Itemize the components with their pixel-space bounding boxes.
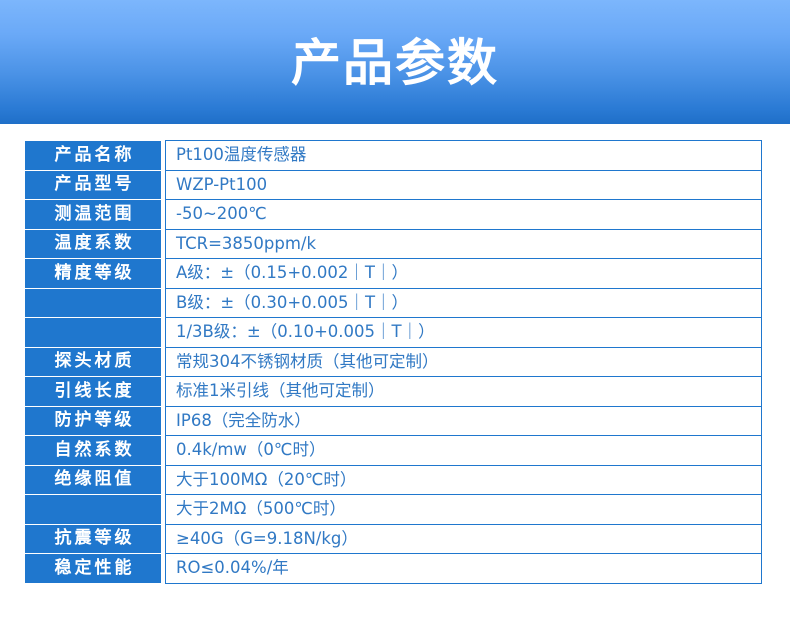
spec-row: 精度等级 A级：±（0.15+0.002｜T｜） <box>25 258 762 289</box>
spec-row: 大于2MΩ（500℃时） <box>25 494 762 525</box>
spec-row: 绝缘阻值 大于100MΩ（20℃时） <box>25 464 762 495</box>
spec-label-cell: 产品型号 <box>25 169 161 200</box>
spec-value-cell: 大于2MΩ（500℃时） <box>165 494 762 525</box>
spec-row: 稳定性能 RO≤0.04%/年 <box>25 553 762 584</box>
spec-label-cell: 产品名称 <box>25 140 161 171</box>
spec-label-cell: 防护等级 <box>25 405 161 436</box>
spec-value-cell: 大于100MΩ（20℃时） <box>165 464 762 495</box>
spec-value-cell: 0.4k/mw（0℃时） <box>165 435 762 466</box>
spec-table-body: 产品名称 Pt100温度传感器 产品型号 WZP-Pt100 测温范围 -50~200℃ 温… <box>25 140 762 584</box>
spec-column-gap <box>161 376 166 406</box>
spec-row: 测温范围 -50~200℃ <box>25 199 762 230</box>
spec-value-cell: WZP-Pt100 <box>165 169 762 200</box>
spec-label-cell: 温度系数 <box>25 228 161 259</box>
spec-value-cell: B级：±（0.30+0.005｜T｜） <box>165 287 762 318</box>
spec-label-cell-empty <box>25 287 161 318</box>
spec-value-cell: 1/3B级：±（0.10+0.005｜T｜） <box>165 317 762 348</box>
spec-label-cell: 绝缘阻值 <box>25 464 161 495</box>
spec-value-cell: -50~200℃ <box>165 199 762 230</box>
spec-label-cell: 抗震等级 <box>25 523 161 554</box>
spec-value-cell: TCR=3850ppm/k <box>165 228 762 259</box>
spec-column-gap <box>161 435 166 465</box>
spec-row: 温度系数 TCR=3850ppm/k <box>25 228 762 259</box>
spec-column-gap <box>161 258 166 288</box>
spec-value-cell: RO≤0.04%/年 <box>165 553 762 584</box>
spec-row: 1/3B级：±（0.10+0.005｜T｜） <box>25 317 762 348</box>
page-title: 产品参数 <box>291 34 499 92</box>
spec-column-gap <box>161 347 166 377</box>
spec-value-cell: A级：±（0.15+0.002｜T｜） <box>165 258 762 289</box>
spec-row: 自然系数 0.4k/mw（0℃时） <box>25 435 762 466</box>
spec-row: 抗震等级 ≥40G（G=9.18N/kg） <box>25 523 762 554</box>
spec-column-gap <box>161 229 166 259</box>
spec-value-cell: Pt100温度传感器 <box>165 140 762 171</box>
spec-column-gap <box>161 288 166 318</box>
spec-value-cell: 标准1米引线（其他可定制） <box>165 376 762 407</box>
spec-column-gap <box>161 317 166 347</box>
spec-label-cell-empty <box>25 317 161 348</box>
spec-value-cell: IP68（完全防水） <box>165 405 762 436</box>
spec-label-cell: 测温范围 <box>25 199 161 230</box>
spec-label-cell: 引线长度 <box>25 376 161 407</box>
spec-label-cell: 探头材质 <box>25 346 161 377</box>
spec-label-cell-empty <box>25 494 161 525</box>
spec-row: 产品名称 Pt100温度传感器 <box>25 140 762 171</box>
spec-row: 引线长度 标准1米引线（其他可定制） <box>25 376 762 407</box>
spec-column-gap <box>161 553 166 583</box>
spec-value-cell: 常规304不锈钢材质（其他可定制） <box>165 346 762 377</box>
spec-column-gap <box>161 199 166 229</box>
page-header-banner: 产品参数 <box>0 0 790 124</box>
spec-column-gap <box>161 524 166 554</box>
product-spec-table: 产品名称 Pt100温度传感器 产品型号 WZP-Pt100 测温范围 -50~200℃ 温… <box>25 140 762 584</box>
spec-row: 探头材质 常规304不锈钢材质（其他可定制） <box>25 346 762 377</box>
spec-label-cell: 自然系数 <box>25 435 161 466</box>
spec-row: 产品型号 WZP-Pt100 <box>25 169 762 200</box>
product-spec-table-container: 产品名称 Pt100温度传感器 产品型号 WZP-Pt100 测温范围 -50~200℃ 温… <box>25 140 762 584</box>
spec-row: B级：±（0.30+0.005｜T｜） <box>25 287 762 318</box>
spec-value-cell: ≥40G（G=9.18N/kg） <box>165 523 762 554</box>
spec-label-cell: 稳定性能 <box>25 553 161 584</box>
spec-column-gap <box>161 465 166 495</box>
spec-column-gap <box>161 170 166 200</box>
spec-column-gap <box>161 140 166 170</box>
spec-row: 防护等级 IP68（完全防水） <box>25 405 762 436</box>
spec-column-gap <box>161 494 166 524</box>
spec-column-gap <box>161 406 166 436</box>
spec-label-cell: 精度等级 <box>25 258 161 289</box>
